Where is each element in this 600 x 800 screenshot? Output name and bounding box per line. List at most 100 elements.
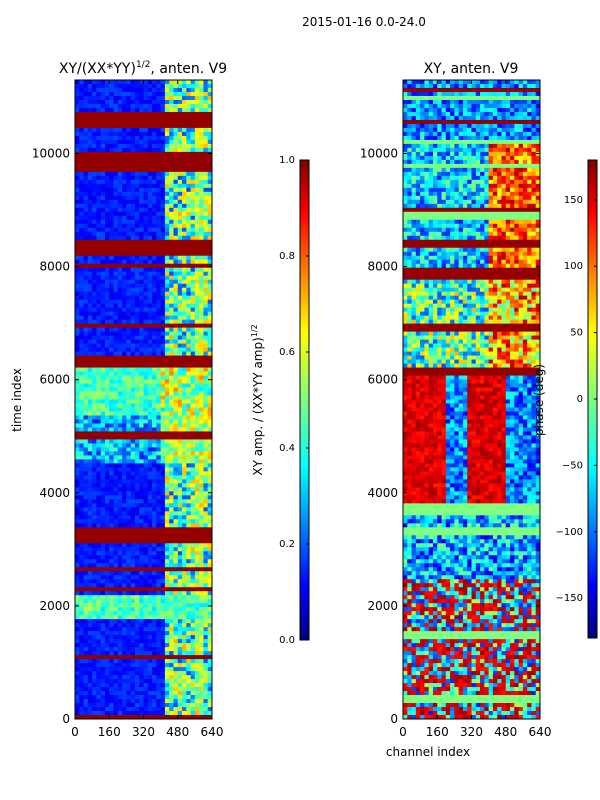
heatmap-cell (126, 495, 131, 500)
heatmap-cell (135, 88, 140, 93)
heatmap-cell (101, 703, 106, 708)
heatmap-cell (178, 384, 183, 389)
heatmap-cell (144, 651, 149, 656)
heatmap-cell (195, 599, 200, 604)
heatmap-cell (156, 575, 161, 580)
heatmap-cell (514, 168, 519, 173)
heatmap-cell (186, 479, 191, 484)
heatmap-cell (139, 344, 144, 349)
heatmap-cell (506, 104, 511, 109)
heatmap-cell (182, 459, 187, 464)
heatmap-cell (186, 204, 191, 209)
heatmap-cell (195, 296, 200, 301)
heatmap-cell (75, 463, 80, 468)
heatmap-cell (476, 168, 481, 173)
heatmap-cell (122, 228, 127, 233)
heatmap-cell (156, 204, 161, 209)
heatmap-cell (148, 667, 153, 672)
heatmap-cell (135, 340, 140, 345)
heatmap-cell (476, 136, 481, 141)
heatmap-cell (178, 316, 183, 321)
heatmap-cell (131, 675, 136, 680)
heatmap-cell (472, 132, 477, 137)
heatmap-cell (152, 471, 157, 476)
heatmap-cell (186, 595, 191, 600)
heatmap-cell (161, 507, 166, 512)
heatmap-cell (407, 144, 412, 149)
heatmap-cell (109, 707, 114, 712)
heatmap-band (75, 356, 212, 361)
heatmap-cell (165, 332, 170, 337)
heatmap-cell (169, 619, 174, 624)
heatmap-cell (118, 523, 123, 528)
heatmap-cell (114, 627, 119, 632)
heatmap-cell (191, 463, 196, 468)
heatmap-cell (186, 348, 191, 353)
heatmap-cell (161, 675, 166, 680)
heatmap-cell (514, 116, 519, 121)
heatmap-cell (105, 463, 110, 468)
heatmap-cell (122, 447, 127, 452)
heatmap-cell (195, 316, 200, 321)
heatmap-cell (114, 304, 119, 309)
heatmap-cell (186, 376, 191, 381)
heatmap-cell (161, 611, 166, 616)
heatmap-cell (139, 328, 144, 333)
heatmap-cell (122, 487, 127, 492)
heatmap-cell (126, 467, 131, 472)
heatmap-cell (126, 80, 131, 85)
heatmap-cell (199, 376, 204, 381)
heatmap-cell (182, 332, 187, 337)
heatmap-cell (101, 344, 106, 349)
heatmap-cell (178, 216, 183, 221)
heatmap-cell (186, 671, 191, 676)
heatmap-cell (109, 635, 114, 640)
heatmap-cell (75, 176, 80, 181)
heatmap-cell (169, 695, 174, 700)
heatmap-cell (186, 439, 191, 444)
heatmap-cell (92, 80, 97, 85)
heatmap-cell (96, 132, 101, 137)
heatmap-cell (152, 619, 157, 624)
heatmap-cell (186, 144, 191, 149)
heatmap-cell (75, 499, 80, 504)
heatmap-cell (186, 507, 191, 512)
heatmap-cell (203, 559, 208, 564)
heatmap-cell (178, 523, 183, 528)
heatmap-cell (139, 575, 144, 580)
heatmap-cell (139, 196, 144, 201)
heatmap-cell (144, 348, 149, 353)
heatmap-cell (139, 511, 144, 516)
heatmap-cell (156, 419, 161, 424)
heatmap-cell (131, 176, 136, 181)
heatmap-cell (165, 384, 170, 389)
heatmap-cell (195, 232, 200, 237)
heatmap-cell (476, 128, 481, 133)
heatmap-cell (79, 515, 84, 520)
heatmap-cell (75, 348, 80, 353)
heatmap-cell (493, 128, 498, 133)
heatmap-cell (527, 112, 532, 117)
heatmap-cell (84, 543, 89, 548)
heatmap-cell (79, 268, 84, 273)
heatmap-cell (497, 148, 502, 153)
heatmap-cell (144, 300, 149, 305)
heatmap-cell (118, 280, 123, 285)
heatmap-cell (105, 479, 110, 484)
heatmap-cell (75, 571, 80, 576)
heatmap-cell (96, 128, 101, 133)
heatmap-cell (79, 703, 84, 708)
heatmap-cell (199, 304, 204, 309)
heatmap-cell (105, 92, 110, 97)
heatmap-cell (105, 180, 110, 185)
heatmap-cell (105, 411, 110, 416)
heatmap-cell (165, 647, 170, 652)
heatmap-cell (118, 236, 123, 241)
heatmap-cell (169, 503, 174, 508)
heatmap-cell (84, 695, 89, 700)
heatmap-cell (144, 192, 149, 197)
heatmap-cell (510, 180, 515, 185)
heatmap-cell (148, 228, 153, 233)
heatmap-cell (178, 583, 183, 588)
heatmap-cell (173, 296, 178, 301)
